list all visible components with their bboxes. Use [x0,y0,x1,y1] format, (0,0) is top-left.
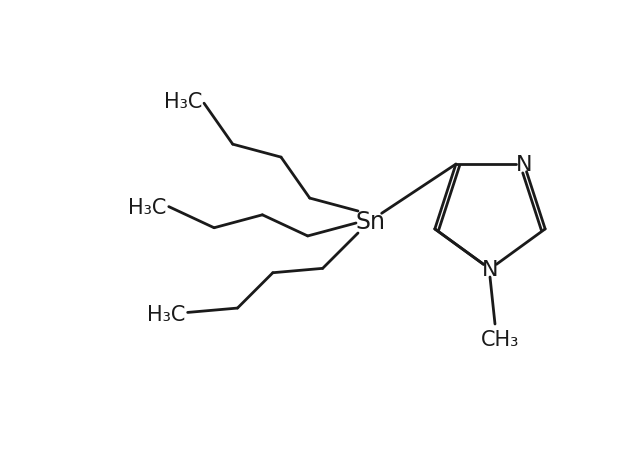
Text: H₃C: H₃C [147,305,186,325]
Text: Sn: Sn [355,209,385,234]
Text: H₃C: H₃C [164,92,202,112]
Text: H₃C: H₃C [129,197,167,217]
Text: CH₃: CH₃ [481,329,519,349]
Text: N: N [482,259,499,279]
Text: N: N [516,155,532,175]
